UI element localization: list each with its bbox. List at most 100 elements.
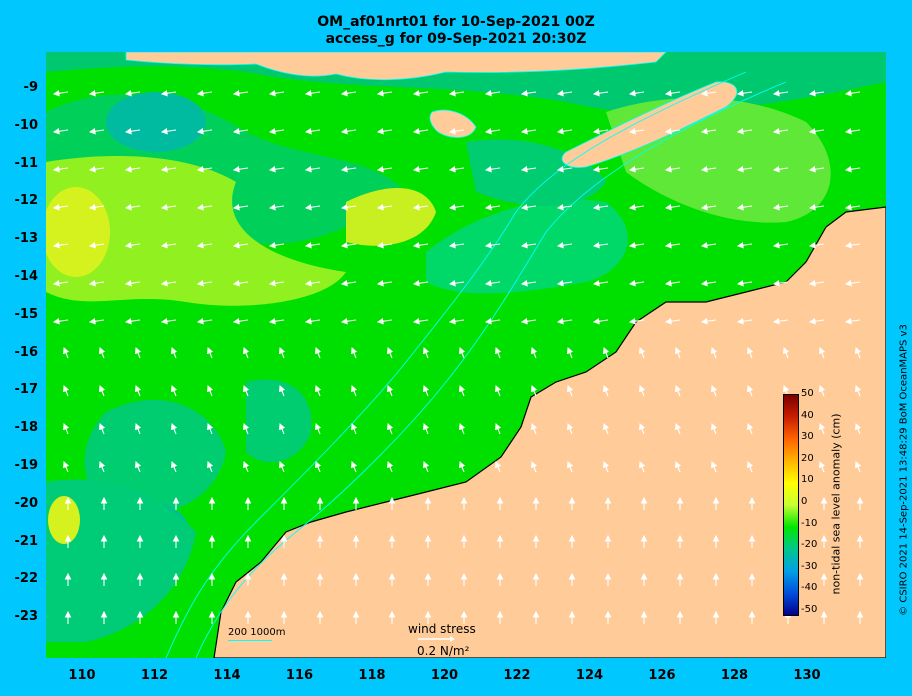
wind-arrow [746,384,754,397]
wind-arrow [134,460,142,473]
wind-arrow [98,422,106,435]
wind-arrow [494,346,502,359]
wind-arrow [268,89,285,97]
wind-arrow [674,422,682,435]
wind-arrow [520,89,537,97]
map-title-line2: access_g for 09-Sep-2021 20:30Z [325,31,587,47]
wind-arrow [62,384,70,397]
colorbar-tick: -30 [801,560,818,572]
wind-arrow [268,241,285,249]
wind-arrow [736,279,753,287]
wind-stress-title: wind stress [408,622,476,636]
wind-arrow [700,317,717,325]
wind-arrow [448,203,465,211]
wind-stress-arrows [52,89,864,624]
lat-tick: -10 [14,117,39,133]
wind-arrow [314,346,322,359]
wind-arrow [664,89,681,97]
wind-arrow [206,384,214,397]
wind-arrow [808,203,825,211]
wind-arrow [458,346,466,359]
wind-arrow [160,203,177,211]
wind-arrow [124,127,141,135]
lat-tick: -22 [14,571,39,587]
wind-arrow [700,241,717,249]
wind-arrow [520,203,537,211]
wind-arrow [196,317,213,325]
wind-arrow [592,241,609,249]
lon-tick: 112 [140,668,169,683]
wind-arrow [62,422,70,435]
wind-arrow [160,241,177,249]
wind-arrow [736,203,753,211]
wind-arrow [808,279,825,287]
wind-arrow [772,89,789,97]
wind-arrow [566,422,574,435]
lat-tick: -20 [14,495,39,511]
wind-arrow [206,422,214,435]
wind-arrow [412,127,429,135]
wind-arrow [458,422,466,435]
wind-arrow [278,346,286,359]
wind-arrow [844,203,861,211]
wind-arrow [736,89,753,97]
lat-tick: -17 [14,382,39,398]
wind-arrow [484,279,501,287]
wind-arrow [458,460,466,473]
wind-arrow [304,241,321,249]
wind-arrow [412,165,429,173]
wind-arrow [494,422,502,435]
lat-tick: -18 [14,420,39,436]
wind-arrow [664,241,681,249]
wind-arrow [700,89,717,97]
wind-arrow [160,165,177,173]
wind-arrow [746,460,754,473]
wind-arrow [242,346,250,359]
wind-arrow [314,384,322,397]
wind-arrow [556,279,573,287]
wind-arrow [232,165,249,173]
wind-arrow [818,346,826,359]
wind-arrow [278,384,286,397]
wind-arrow [448,241,465,249]
wind-arrow [206,460,214,473]
wind-arrow [710,422,718,435]
wind-arrow [304,203,321,211]
wind-arrow [556,89,573,97]
wind-arrow [844,241,861,249]
wind-arrow [710,346,718,359]
sunda-islands [125,52,667,81]
wind-arrow [340,241,357,249]
wind-arrow [772,203,789,211]
wind-arrow [350,422,358,435]
wind-arrow [242,460,250,473]
wind-arrow [602,422,610,435]
wind-arrow [232,317,249,325]
wind-arrow [88,203,105,211]
colorbar-tick: 10 [801,474,814,486]
wind-arrow [52,241,69,249]
wind-arrow [494,384,502,397]
wind-arrow [700,165,717,173]
wind-arrow [556,127,573,135]
wind-arrow [808,241,825,249]
contour-legend: 200 1000m [228,627,285,641]
wind-arrow [592,279,609,287]
wind-arrow [242,422,250,435]
wind-arrow [844,317,861,325]
wind-arrow [844,279,861,287]
wind-arrow [448,89,465,97]
wind-arrow [160,279,177,287]
wind-arrow [304,317,321,325]
wind-arrow [736,127,753,135]
sumba-island [429,109,477,138]
wind-arrow [592,127,609,135]
wind-arrow [664,165,681,173]
wind-arrow [340,279,357,287]
wind-arrow [196,165,213,173]
colorbar-tick: 50 [801,388,814,399]
lon-tick: 124 [575,668,604,683]
wind-arrow [268,203,285,211]
wind-arrow [268,317,285,325]
wind-arrow [808,89,825,97]
